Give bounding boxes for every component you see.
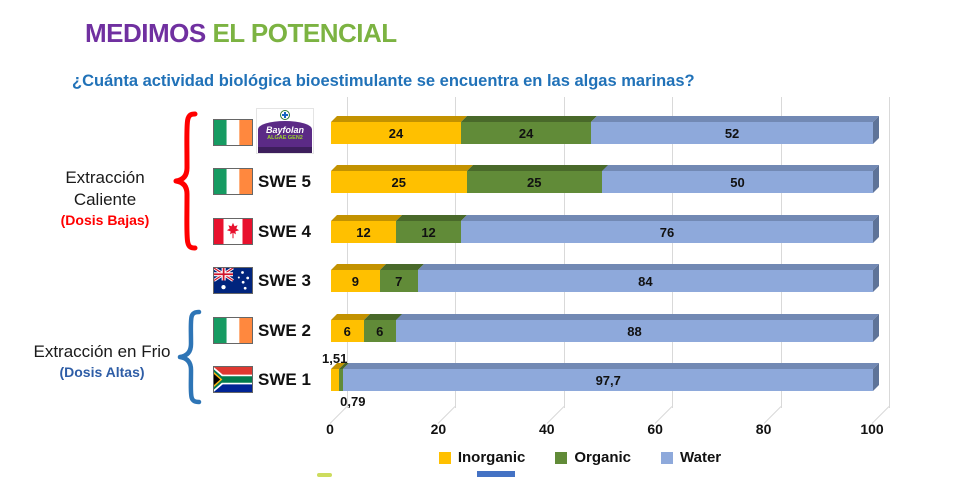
bar-segment-water: 84 [417, 270, 873, 292]
data-label: 24 [518, 126, 534, 141]
x-axis-tick-label: 100 [860, 421, 884, 437]
south-africa-flag-icon [213, 366, 253, 393]
data-label: 0,79 [340, 394, 366, 409]
data-label: 7 [395, 274, 403, 289]
bar-row: 6 6 88 [331, 320, 873, 342]
logo-sub-text: ALGAE GEN2 [267, 135, 303, 141]
data-label: 12 [421, 225, 436, 240]
legend-item: Inorganic [438, 449, 526, 466]
ireland-flag-icon [213, 168, 253, 195]
data-label: 24 [388, 126, 404, 141]
bar-segment-organic [339, 369, 344, 391]
x-axis-tick-label: 40 [539, 421, 555, 437]
gridline [780, 97, 782, 408]
data-label: 25 [391, 175, 406, 190]
cold-group-brace [177, 309, 202, 405]
bar-row: 25 25 50 [331, 171, 873, 193]
legend-swatch [661, 451, 674, 464]
chart-legend: Inorganic Organic Water [260, 449, 900, 466]
gridline [347, 97, 348, 408]
bar-segment-organic: 7 [379, 270, 418, 292]
legend-item: Organic [555, 449, 631, 466]
data-label: 6 [376, 324, 384, 339]
bar-row: 1,51 0,79 97,7 [322, 351, 873, 409]
ireland-flag-icon [213, 317, 253, 344]
bar-segment-organic: 25 [466, 171, 602, 193]
bar-segment-inorganic: 12 [331, 221, 397, 243]
bayer-cross-icon [280, 110, 290, 120]
hot-group-brace [173, 111, 198, 251]
bar-segment-inorganic: 25 [331, 171, 467, 193]
australia-flag-icon [213, 267, 253, 294]
legend-swatch [438, 451, 451, 464]
data-label: 84 [638, 274, 653, 289]
data-label: 97,7 [595, 373, 621, 388]
canada-flag-icon [213, 218, 253, 245]
legend-label: Organic [574, 449, 632, 466]
gridline [672, 97, 674, 408]
data-label: 76 [659, 225, 675, 240]
logo-brand-text: Bayfolan [265, 125, 304, 135]
bar-segment-organic: 6 [363, 320, 397, 342]
data-label: 6 [343, 324, 351, 339]
gridline [889, 97, 890, 408]
bar-row: 24 24 52 [331, 122, 873, 144]
page-title: MEDIMOS EL POTENCIAL [85, 18, 397, 49]
x-axis-tick-label: 80 [755, 421, 772, 437]
bar-segment-inorganic: 24 [331, 122, 462, 144]
annotation-hot-extraction: Extracción Caliente (Dosis Bajas) [30, 167, 180, 230]
title-part-1: MEDIMOS [85, 18, 206, 48]
category-label: SWE 5 [258, 172, 311, 191]
bar-segment-water: 52 [591, 122, 873, 144]
category-label: SWE 3 [258, 271, 311, 290]
bottom-decoration-blue [477, 471, 515, 477]
annotation-hot-line1: Extracción [65, 168, 145, 187]
annotation-hot-note: (Dosis Bajas) [60, 212, 150, 228]
annotation-hot-line2: Caliente [73, 190, 137, 209]
bayfolan-product-logo: Bayfolan ALGAE GEN2 [256, 108, 314, 154]
gridline [563, 97, 565, 408]
gridline [455, 97, 457, 408]
data-label: 52 [724, 126, 740, 141]
legend-swatch [555, 451, 568, 464]
bar-segment-inorganic: 9 [331, 270, 380, 292]
bottom-decoration-yellow [317, 473, 332, 477]
data-label: 9 [351, 274, 359, 289]
bar-segment-inorganic [331, 369, 340, 391]
bar-segment-water: 50 [602, 171, 873, 193]
subtitle-question: ¿Cuánta actividad biológica bioestimulan… [72, 72, 695, 90]
category-label: SWE 2 [258, 321, 311, 340]
bayfolan-banner: Bayfolan ALGAE GEN2 [258, 121, 312, 153]
bar-segment-organic: 24 [461, 122, 592, 144]
bar-segment-water: 88 [396, 320, 873, 342]
bar-row: 9 7 84 [331, 270, 873, 292]
legend-label: Water [680, 449, 722, 466]
bar-row: 12 12 76 [331, 221, 873, 243]
data-label: 12 [356, 225, 371, 240]
data-label: 50 [730, 175, 745, 190]
ireland-flag-icon [213, 119, 253, 146]
x-axis-tick-label: 20 [430, 421, 447, 437]
bar-segment-organic: 12 [396, 221, 462, 243]
data-label: 25 [527, 175, 542, 190]
bar-segment-water: 97,7 [343, 369, 873, 391]
x-axis-tick-label: 60 [647, 421, 663, 437]
annotation-cold-line1: Extracción en Frio [33, 342, 171, 361]
annotation-cold-note: (Dosis Altas) [59, 364, 145, 380]
legend-item: Water [661, 449, 721, 466]
legend-label: Inorganic [457, 449, 526, 466]
bar-segment-inorganic: 6 [331, 320, 364, 342]
category-label: SWE 1 [258, 370, 311, 389]
bar-segment-water: 76 [461, 221, 873, 243]
x-axis-tick-label: 0 [326, 421, 334, 437]
data-label: 88 [627, 324, 642, 339]
annotation-cold-extraction: Extracción en Frio (Dosis Altas) [17, 341, 187, 382]
category-label: SWE 4 [258, 222, 311, 241]
title-part-2: EL POTENCIAL [205, 18, 397, 48]
